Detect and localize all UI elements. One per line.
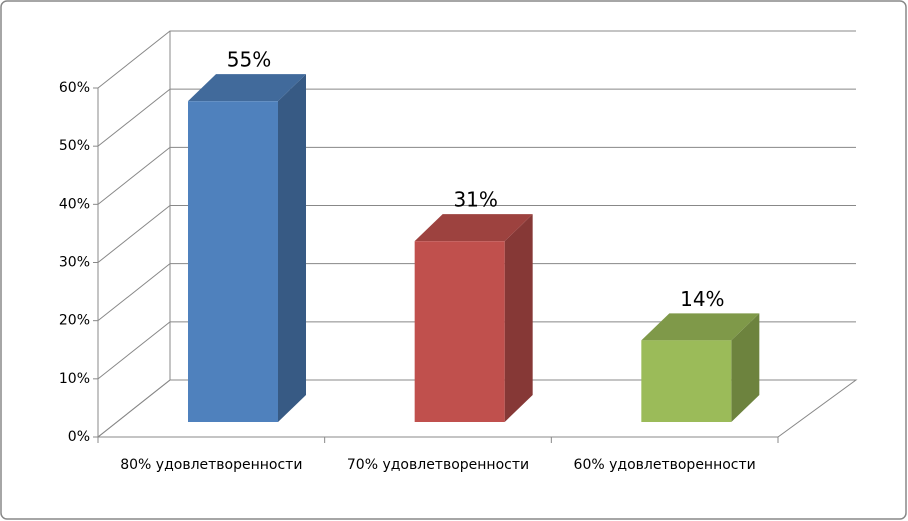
bar [641, 340, 732, 422]
grid-line [97, 205, 856, 263]
x-tick-label: 80% удовлетворенности [120, 457, 303, 473]
bar [188, 101, 278, 423]
y-tick-label: 30% [59, 255, 90, 271]
grid-line [97, 263, 856, 322]
grid-line [97, 30, 856, 89]
y-tick-label: 40% [59, 196, 90, 212]
y-tick-label: 10% [59, 371, 90, 387]
y-tick-label: 60% [59, 80, 90, 96]
bar-top [641, 313, 760, 341]
x-tick-label: 70% удовлетворенности [346, 457, 530, 473]
y-tick-label: 0% [68, 429, 90, 445]
bar-side [731, 313, 760, 422]
x-tick-label: 60% удовлетворенности [573, 457, 756, 473]
grid-line [97, 321, 856, 380]
grid-line [97, 379, 856, 438]
bar [414, 241, 505, 422]
grid-line [97, 146, 856, 205]
bar-side [278, 74, 306, 423]
data-label: 31% [453, 188, 497, 212]
grid-line [97, 88, 856, 147]
y-tick-label: 50% [59, 138, 90, 154]
y-tick-label: 20% [59, 313, 90, 329]
bar-side [504, 214, 533, 422]
data-label: 14% [680, 287, 724, 311]
bar-top [188, 74, 306, 102]
bar-top [414, 214, 533, 242]
data-label: 55% [227, 48, 271, 72]
